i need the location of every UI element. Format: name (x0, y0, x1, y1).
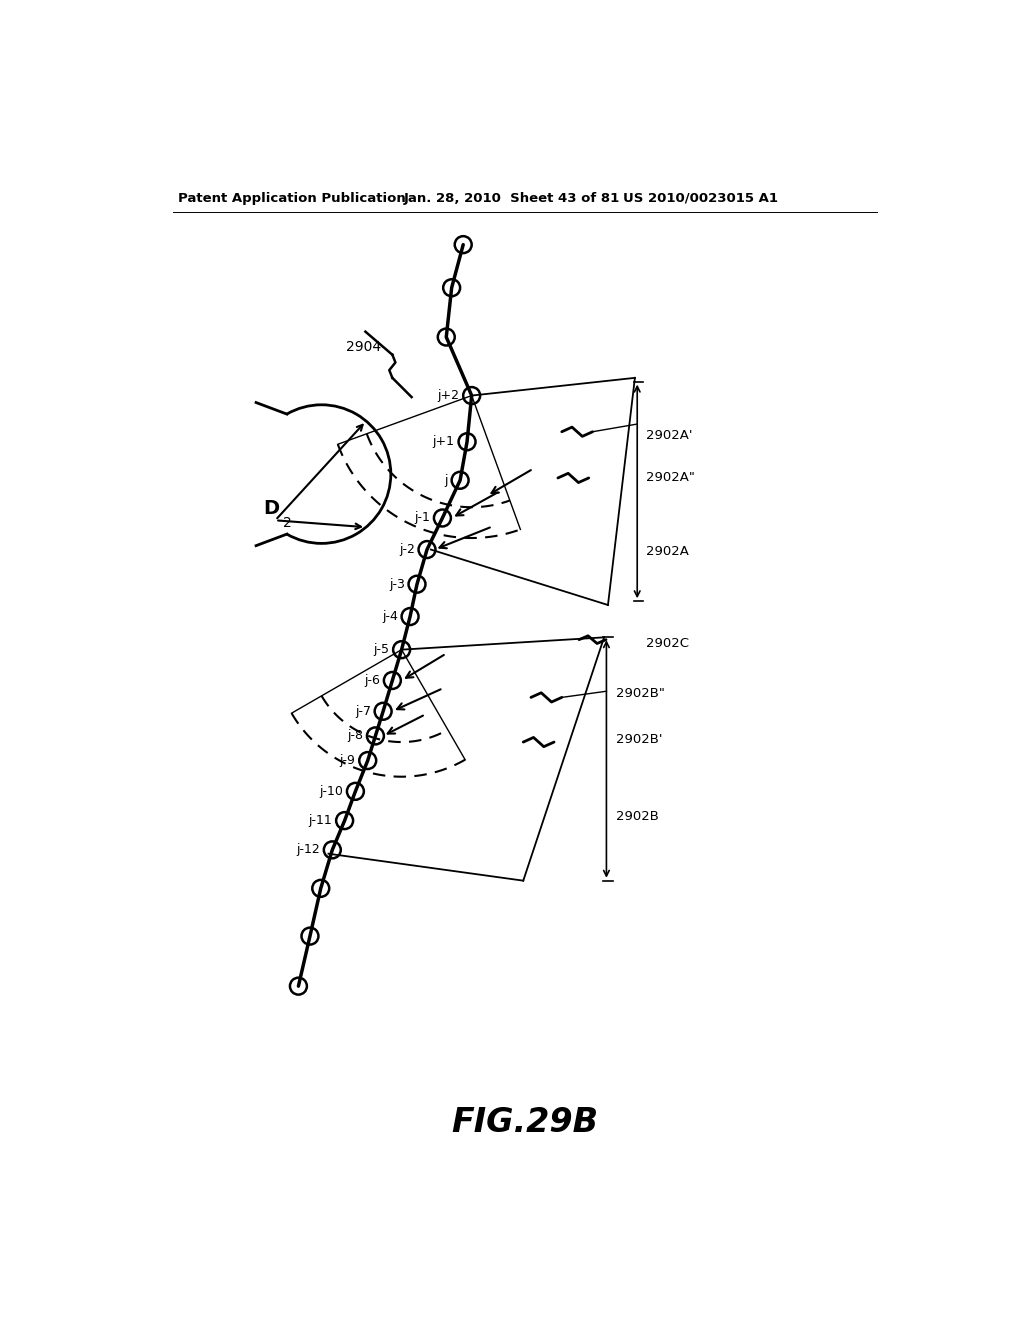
Text: 2902A: 2902A (646, 545, 689, 557)
Text: Patent Application Publication: Patent Application Publication (178, 191, 407, 205)
Text: j-8: j-8 (347, 730, 364, 742)
Text: FIG.29B: FIG.29B (452, 1106, 598, 1139)
Text: j-9: j-9 (340, 754, 355, 767)
Text: j-6: j-6 (365, 675, 380, 686)
Text: 2902B": 2902B" (615, 686, 665, 700)
Text: j+2: j+2 (437, 389, 460, 403)
Text: j-4: j-4 (382, 610, 397, 623)
Text: j-10: j-10 (319, 785, 343, 797)
Text: j: j (444, 474, 447, 487)
Text: 2: 2 (283, 516, 292, 531)
Text: j-2: j-2 (398, 543, 415, 556)
Text: Jan. 28, 2010  Sheet 43 of 81: Jan. 28, 2010 Sheet 43 of 81 (403, 191, 621, 205)
Text: j-1: j-1 (415, 511, 430, 524)
Text: j+1: j+1 (433, 436, 455, 449)
Text: US 2010/0023015 A1: US 2010/0023015 A1 (624, 191, 778, 205)
Text: 2902B: 2902B (615, 810, 658, 824)
Text: j-5: j-5 (374, 643, 389, 656)
Text: 2904: 2904 (346, 341, 381, 354)
Text: 2902B': 2902B' (615, 733, 663, 746)
Text: 2902A": 2902A" (646, 471, 695, 484)
Text: D: D (263, 499, 280, 519)
Text: j-3: j-3 (389, 578, 404, 591)
Text: 2902C: 2902C (646, 638, 689, 649)
Text: 2902A': 2902A' (646, 429, 693, 442)
Text: j-11: j-11 (308, 814, 333, 828)
Text: j-7: j-7 (354, 705, 371, 718)
Text: j-12: j-12 (296, 843, 319, 857)
